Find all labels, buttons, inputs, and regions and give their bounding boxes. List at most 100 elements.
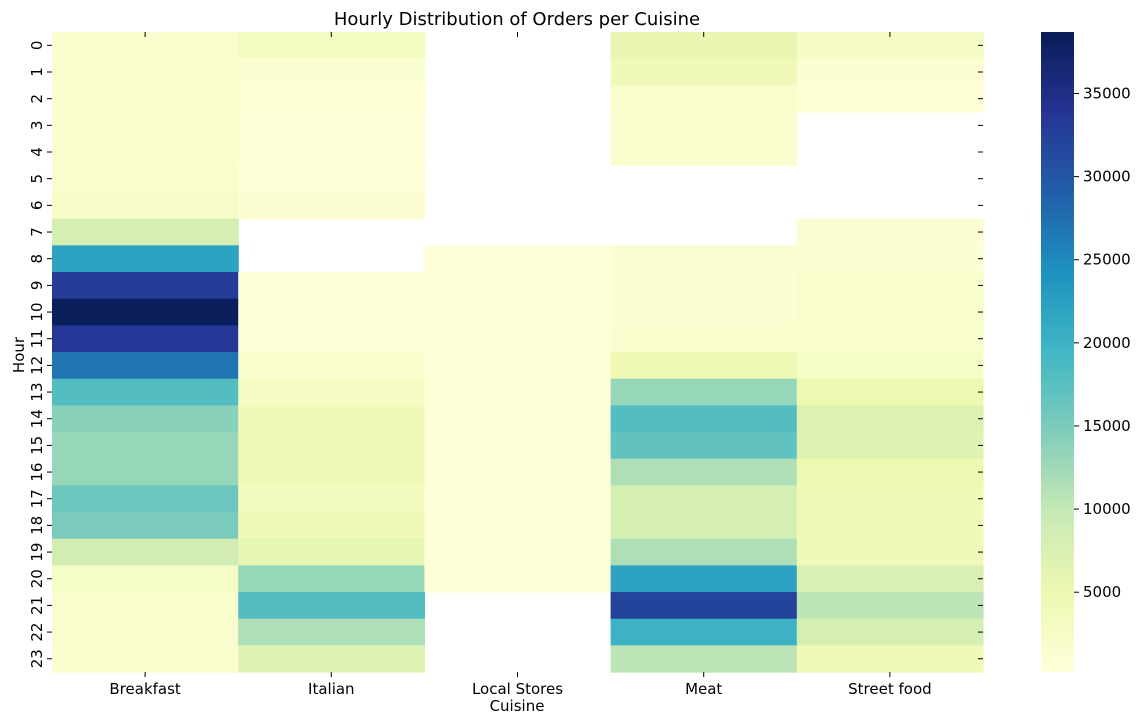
y-tick-label: 22: [28, 623, 46, 642]
heatmap-cell: [52, 538, 239, 566]
heatmap-cell: [52, 245, 239, 273]
heatmap-cell: [238, 378, 425, 406]
heatmap-cell: [424, 432, 612, 460]
heatmap-cell: [610, 405, 798, 433]
colorbar-tick-label: 10000: [1083, 500, 1131, 518]
heatmap-cell: [796, 618, 984, 647]
y-tick-label: 10: [28, 302, 46, 321]
heatmap-cell: [238, 565, 425, 593]
y-tick-label: 18: [28, 516, 46, 535]
heatmap-cell: [610, 138, 798, 166]
heatmap-cell: [424, 298, 612, 326]
heatmap-cell: [238, 165, 425, 193]
heatmap-cell: [796, 512, 984, 540]
heatmap-cell: [796, 245, 984, 273]
x-axis-ticks: Breakfast Italian Local Stores Meat Street f…: [109, 32, 932, 698]
heatmap-cell: [52, 485, 239, 513]
heatmap-cell: [52, 512, 239, 540]
heatmap-cell: [238, 138, 425, 166]
y-tick-label: 5: [28, 174, 46, 184]
y-tick-label: 20: [28, 569, 46, 588]
heatmap-cell: [610, 645, 798, 673]
heatmap-cell: [796, 58, 984, 86]
y-tick-label: 11: [28, 329, 46, 348]
heatmap-cell: [52, 592, 239, 620]
y-axis-label: Hour: [10, 336, 28, 373]
y-tick-label: 2: [28, 94, 46, 104]
y-tick-label: 19: [28, 543, 46, 562]
heatmap-cell: [610, 458, 798, 486]
heatmap-cell: [610, 245, 798, 273]
x-tick-label: Local Stores: [472, 680, 563, 698]
heatmap-cell: [610, 565, 798, 593]
heatmap-cell: [52, 432, 239, 460]
heatmap-cell: [796, 405, 984, 433]
colorbar-tick-label: 25000: [1083, 251, 1131, 269]
colorbar-tick-label: 20000: [1083, 334, 1131, 352]
heatmap-cell: [610, 352, 798, 380]
heatmap-cell: [796, 565, 984, 593]
heatmap-cell: [238, 458, 425, 486]
heatmap-cell: [796, 645, 984, 673]
heatmap-cell: [52, 352, 239, 380]
heatmap-cell: [424, 378, 612, 406]
heatmap-cell: [238, 485, 425, 513]
heatmap-cell: [796, 592, 984, 620]
heatmap-cell: [52, 165, 239, 193]
y-tick-label: 16: [28, 463, 46, 482]
heatmap-cell: [238, 645, 425, 673]
y-tick-label: 0: [28, 41, 46, 51]
y-tick-label: 3: [28, 121, 46, 131]
heatmap-cell: [238, 432, 425, 460]
heatmap-cell: [52, 138, 239, 166]
heatmap-cell: [52, 458, 239, 486]
heatmap-cell: [52, 298, 239, 326]
heatmap-cell: [610, 538, 798, 566]
heatmap-cell: [610, 512, 798, 540]
heatmap-cell: [52, 192, 239, 220]
heatmap-cell: [424, 485, 612, 513]
heatmap-cell: [238, 325, 425, 353]
y-tick-label: 12: [28, 356, 46, 375]
heatmap-cell: [610, 325, 798, 353]
colorbar-tick-label: 35000: [1083, 85, 1131, 103]
heatmap-cell: [796, 378, 984, 406]
heatmap-cell: [238, 618, 425, 647]
heatmap-cell: [238, 58, 425, 86]
heatmap-cell: [796, 325, 984, 353]
heatmap-cell: [238, 512, 425, 540]
heatmap-cell: [796, 538, 984, 566]
heatmap-cell: [52, 58, 239, 86]
heatmap-cell: [52, 272, 239, 300]
y-tick-label: 9: [28, 281, 46, 291]
y-tick-label: 17: [28, 489, 46, 508]
heatmap-cell: [52, 218, 239, 246]
heatmap-cell: [424, 325, 612, 353]
heatmap-cell: [52, 378, 239, 406]
heatmap-cell: [52, 112, 239, 140]
heatmap-cell: [238, 352, 425, 380]
heatmap-cell: [424, 272, 612, 300]
heatmap-cell: [796, 432, 984, 460]
heatmap-cell: [424, 352, 612, 380]
y-tick-label: 1: [28, 67, 46, 77]
chart-title: Hourly Distribution of Orders per Cuisin…: [334, 9, 700, 30]
heatmap-cell: [238, 298, 425, 326]
heatmap-cell: [238, 85, 425, 113]
heatmap-cell: [610, 618, 798, 647]
heatmap-cell: [424, 405, 612, 433]
heatmap-cell: [424, 565, 612, 593]
heatmap-cell: [52, 645, 239, 673]
colorbar-tick-label: 30000: [1083, 168, 1131, 186]
heatmap-cell: [796, 218, 984, 246]
y-tick-label: 6: [28, 201, 46, 211]
x-tick-label: Meat: [685, 680, 722, 698]
y-tick-label: 8: [28, 254, 46, 264]
y-tick-label: 4: [28, 147, 46, 157]
heatmap-cell: [796, 298, 984, 326]
x-tick-label: Italian: [308, 680, 355, 698]
x-axis-label: Cuisine: [490, 697, 545, 715]
colorbar-ticks: 5000 10000 15000 20000 25000 30000 35000: [1074, 85, 1131, 601]
heatmap-cell: [52, 618, 239, 647]
